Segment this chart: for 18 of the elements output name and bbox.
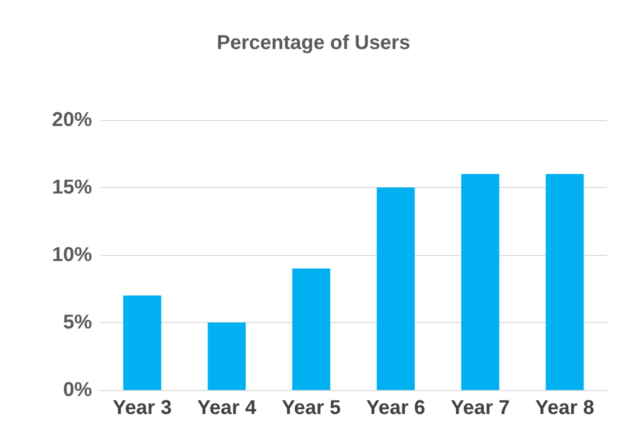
y-tick-label: 15% [52,176,92,198]
bar [123,296,162,390]
x-tick-label: Year 6 [366,397,426,419]
chart-title: Percentage of Users [216,32,410,54]
x-tick-label: Year 8 [535,397,594,419]
x-tick-label: Year 3 [112,397,172,419]
y-tick-label: 5% [63,312,92,334]
bar [461,174,500,390]
bar [292,268,330,390]
bar [376,188,415,390]
y-tick-label: 10% [52,244,92,266]
y-tick-label: 0% [63,379,92,401]
bar [546,174,584,390]
y-tick-label: 20% [52,109,92,131]
x-tick-label: Year 7 [450,397,510,419]
x-tick-label: Year 4 [197,397,258,419]
bar [208,322,246,390]
x-tick-label: Year 5 [282,397,341,419]
